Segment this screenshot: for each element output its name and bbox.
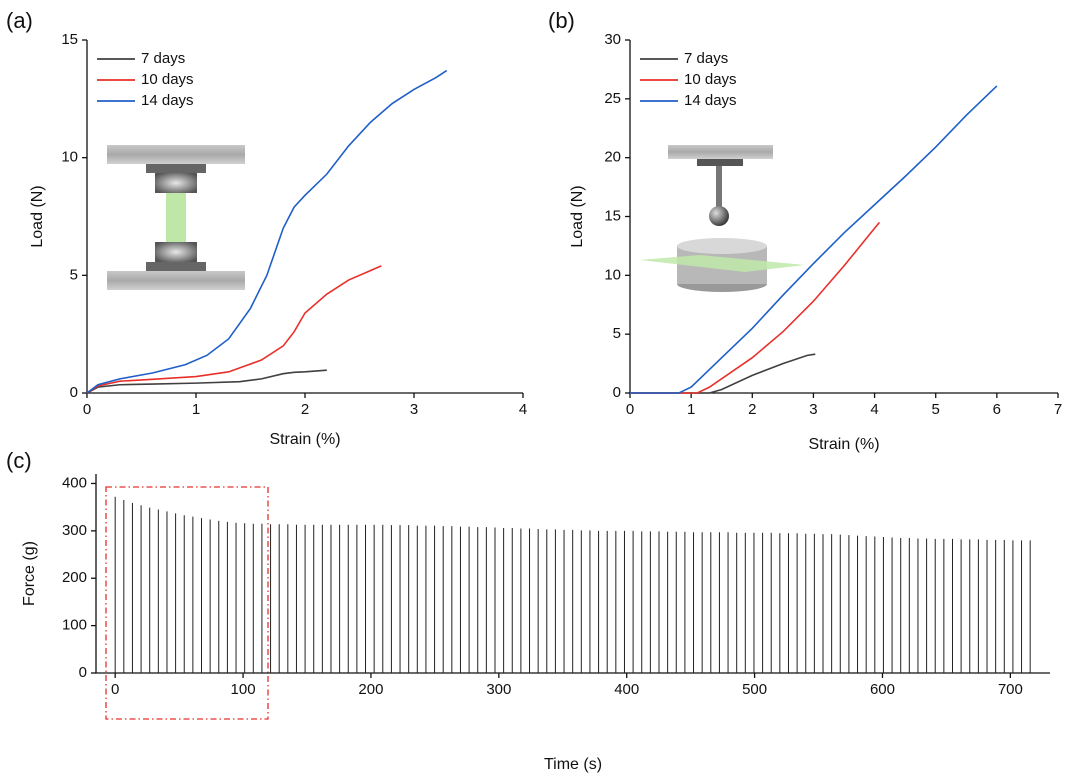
x-tick-label: 700 [998, 681, 1023, 698]
legend-label: 10 days [141, 71, 194, 88]
y-axis-label: Force (g) [21, 541, 38, 606]
x-axis-label: Strain (%) [269, 431, 340, 448]
x-tick-label: 2 [748, 401, 756, 418]
y-tick-label: 0 [70, 384, 78, 401]
legend-label: 7 days [141, 50, 185, 67]
data-line [630, 221, 881, 394]
y-axis-label: Load (N) [569, 185, 586, 247]
data-line [86, 265, 382, 394]
legend-label: 14 days [141, 92, 194, 109]
panel-label: (a) [6, 8, 33, 33]
legend-label: 10 days [684, 71, 737, 88]
x-tick-label: 600 [870, 681, 895, 698]
inset-indent [640, 145, 805, 292]
highlight-box [105, 486, 269, 720]
x-tick-label: 0 [111, 681, 119, 698]
y-tick-label: 400 [62, 474, 87, 491]
y-tick-label: 20 [604, 149, 621, 166]
y-tick-label: 5 [70, 266, 78, 283]
data-line [86, 69, 448, 394]
panel-label: (b) [548, 8, 575, 33]
inset-tensile [107, 145, 245, 290]
x-tick-label: 400 [614, 681, 639, 698]
x-tick-label: 3 [410, 401, 418, 418]
x-tick-label: 1 [192, 401, 200, 418]
y-tick-label: 15 [604, 207, 621, 224]
x-axis-label: Time (s) [544, 756, 602, 773]
y-tick-label: 30 [604, 31, 621, 48]
y-tick-label: 5 [613, 325, 621, 342]
x-tick-label: 1 [687, 401, 695, 418]
data-line [630, 353, 816, 394]
y-tick-label: 200 [62, 569, 87, 586]
y-tick-label: 0 [79, 664, 87, 681]
legend-label: 14 days [684, 92, 737, 109]
data-line [86, 369, 327, 394]
y-tick-label: 25 [604, 90, 621, 107]
x-tick-label: 300 [486, 681, 511, 698]
x-tick-label: 5 [932, 401, 940, 418]
x-tick-label: 2 [301, 401, 309, 418]
x-tick-label: 500 [742, 681, 767, 698]
legend-label: 7 days [684, 50, 728, 67]
x-tick-label: 3 [809, 401, 817, 418]
panel-label: (c) [6, 448, 32, 473]
y-tick-label: 300 [62, 522, 87, 539]
x-tick-label: 6 [993, 401, 1001, 418]
x-tick-label: 4 [870, 401, 878, 418]
x-axis-label: Strain (%) [808, 436, 879, 453]
y-tick-label: 10 [604, 266, 621, 283]
y-tick-label: 10 [61, 149, 78, 166]
x-tick-label: 100 [231, 681, 256, 698]
x-tick-label: 200 [358, 681, 383, 698]
y-tick-label: 0 [613, 384, 621, 401]
y-tick-label: 100 [62, 617, 87, 634]
x-tick-label: 7 [1054, 401, 1062, 418]
y-tick-label: 15 [61, 31, 78, 48]
y-axis-label: Load (N) [29, 185, 46, 247]
x-tick-label: 0 [83, 401, 91, 418]
x-tick-label: 0 [626, 401, 634, 418]
x-tick-label: 4 [519, 401, 527, 418]
data-line [630, 85, 998, 394]
